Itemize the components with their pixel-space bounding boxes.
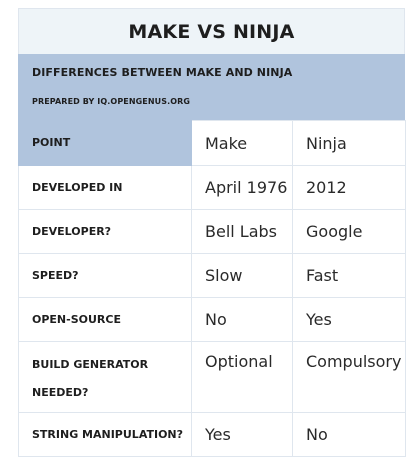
ninja-cell: Yes [292, 297, 406, 342]
table-header-banner: DIFFERENCES BETWEEN MAKE AND NINJA PREPA… [18, 54, 405, 120]
title-bar: MAKE VS NINJA [18, 8, 405, 54]
row-label: DEVELOPED IN [18, 165, 192, 210]
row-label-line: BUILD GENERATOR [32, 358, 149, 371]
make-cell: No [191, 297, 293, 342]
table-row: BUILD GENERATOR NEEDED? Optional Compuls… [18, 341, 406, 413]
ninja-cell: Google [292, 209, 406, 254]
row-label: STRING MANIPULATION? [18, 412, 192, 457]
page-title: MAKE VS NINJA [128, 20, 295, 43]
ninja-cell: 2012 [292, 165, 406, 210]
column-header-point: POINT [18, 120, 192, 166]
table-subheading: PREPARED BY IQ.OPENGENUS.ORG [32, 97, 191, 106]
make-cell: Yes [191, 412, 293, 457]
ninja-cell: Fast [292, 253, 406, 298]
make-cell: Slow [191, 253, 293, 298]
comparison-card: MAKE VS NINJA DIFFERENCES BETWEEN MAKE A… [18, 8, 406, 457]
ninja-cell: Compulsory [292, 341, 406, 413]
table-row: STRING MANIPULATION? Yes No [18, 412, 406, 457]
comparison-table: POINT Make Ninja DEVELOPED IN April 1976… [18, 120, 406, 457]
make-cell: April 1976 [191, 165, 293, 210]
table-heading: DIFFERENCES BETWEEN MAKE AND NINJA [32, 66, 293, 79]
row-label: DEVELOPER? [18, 209, 192, 254]
make-cell: Optional [191, 341, 293, 413]
make-cell: Bell Labs [191, 209, 293, 254]
column-header-ninja: Ninja [292, 120, 406, 166]
row-label: BUILD GENERATOR NEEDED? [18, 341, 192, 413]
column-header-make: Make [191, 120, 293, 166]
table-row: DEVELOPER? Bell Labs Google [18, 209, 406, 254]
table-row: SPEED? Slow Fast [18, 253, 406, 298]
table-row: OPEN-SOURCE No Yes [18, 297, 406, 342]
ninja-cell: No [292, 412, 406, 457]
row-label: SPEED? [18, 253, 192, 298]
table-column-header-row: POINT Make Ninja [18, 120, 406, 166]
table-row: DEVELOPED IN April 1976 2012 [18, 165, 406, 210]
row-label-line: NEEDED? [32, 386, 89, 399]
row-label: OPEN-SOURCE [18, 297, 192, 342]
